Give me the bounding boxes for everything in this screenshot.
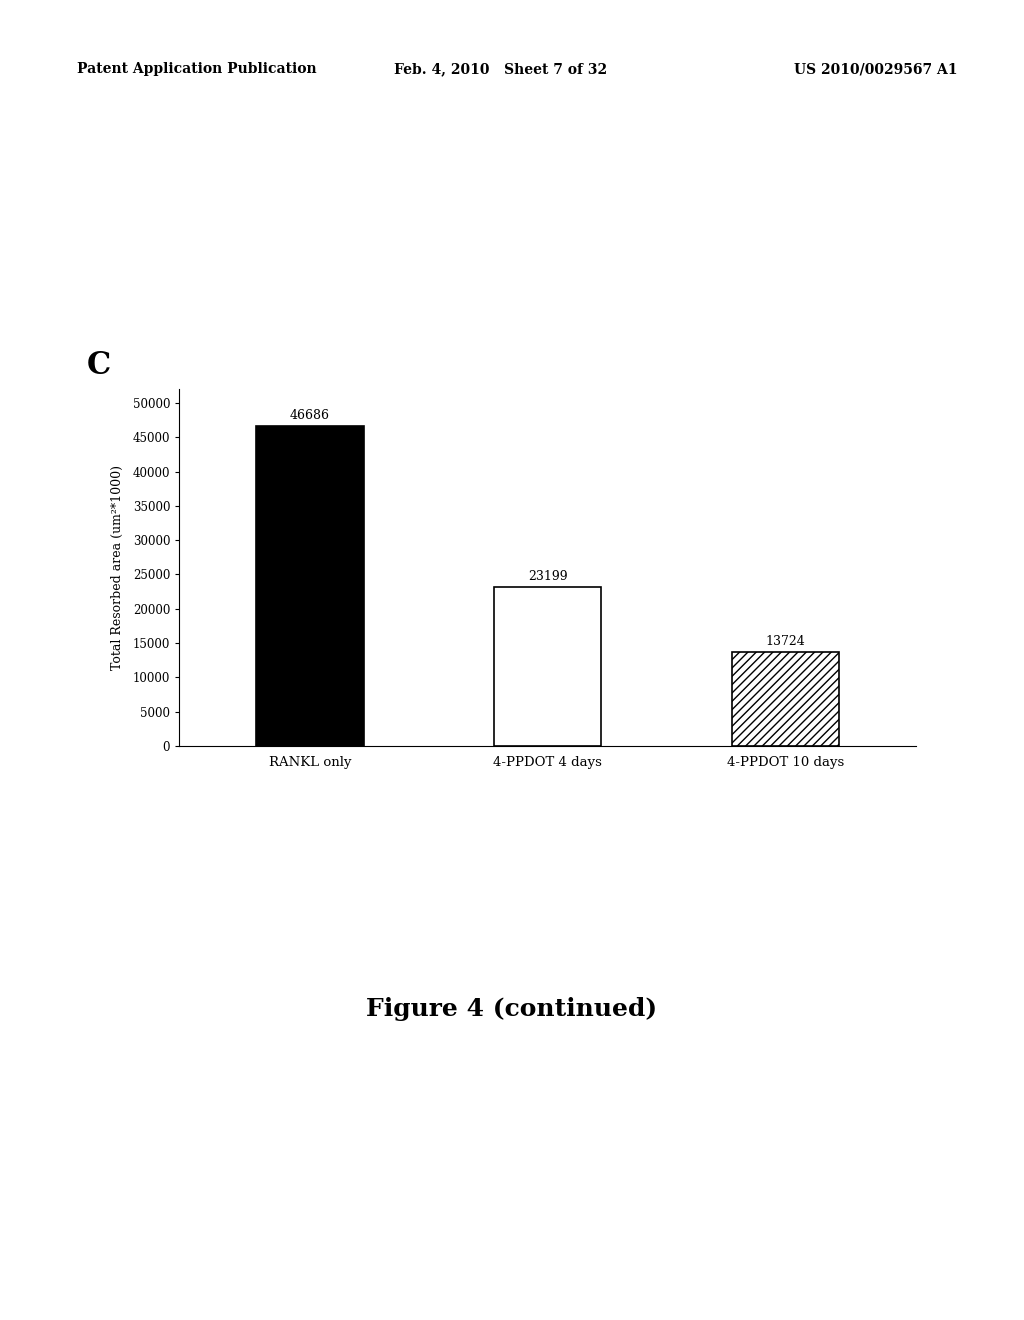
Text: Figure 4 (continued): Figure 4 (continued): [367, 997, 657, 1020]
Bar: [256, 426, 364, 746]
Y-axis label: Total Resorbed area (um²*1000): Total Resorbed area (um²*1000): [112, 465, 124, 671]
Bar: [495, 587, 601, 746]
Text: 13724: 13724: [766, 635, 806, 648]
Text: C: C: [87, 350, 112, 380]
Text: Feb. 4, 2010   Sheet 7 of 32: Feb. 4, 2010 Sheet 7 of 32: [394, 62, 607, 77]
Text: US 2010/0029567 A1: US 2010/0029567 A1: [794, 62, 957, 77]
Text: 46686: 46686: [290, 409, 330, 421]
Bar: [732, 652, 840, 746]
Text: 23199: 23199: [528, 570, 567, 582]
Text: Patent Application Publication: Patent Application Publication: [77, 62, 316, 77]
